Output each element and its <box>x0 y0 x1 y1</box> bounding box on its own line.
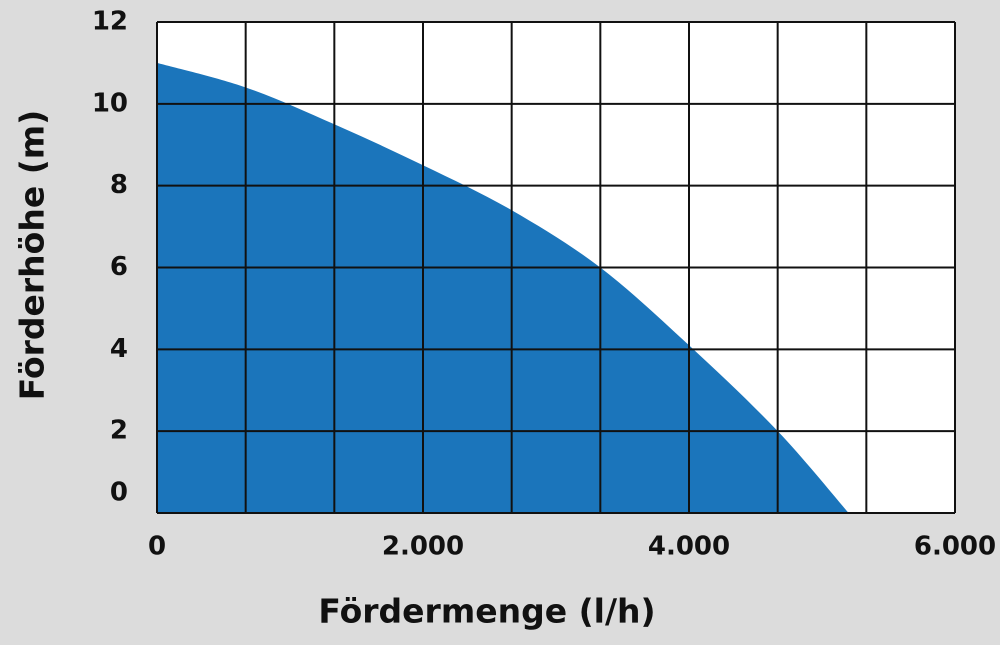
x-tick-label: 4.000 <box>648 532 730 562</box>
y-tick-label: 4 <box>110 334 128 364</box>
y-tick-label: 6 <box>110 252 128 282</box>
y-tick-label: 2 <box>110 416 128 446</box>
y-tick-label: 12 <box>92 7 128 37</box>
y-axis-title: Förderhöhe (m) <box>13 110 52 401</box>
x-tick-label: 6.000 <box>914 532 996 562</box>
y-tick-label: 10 <box>92 88 128 118</box>
y-tick-label: 8 <box>110 170 128 200</box>
x-tick-label: 2.000 <box>382 532 464 562</box>
area <box>157 62 849 514</box>
x-tick-label: 0 <box>148 532 166 562</box>
y-tick-label: 0 <box>110 478 128 508</box>
x-axis-title: Fördermenge (l/h) <box>318 592 655 631</box>
